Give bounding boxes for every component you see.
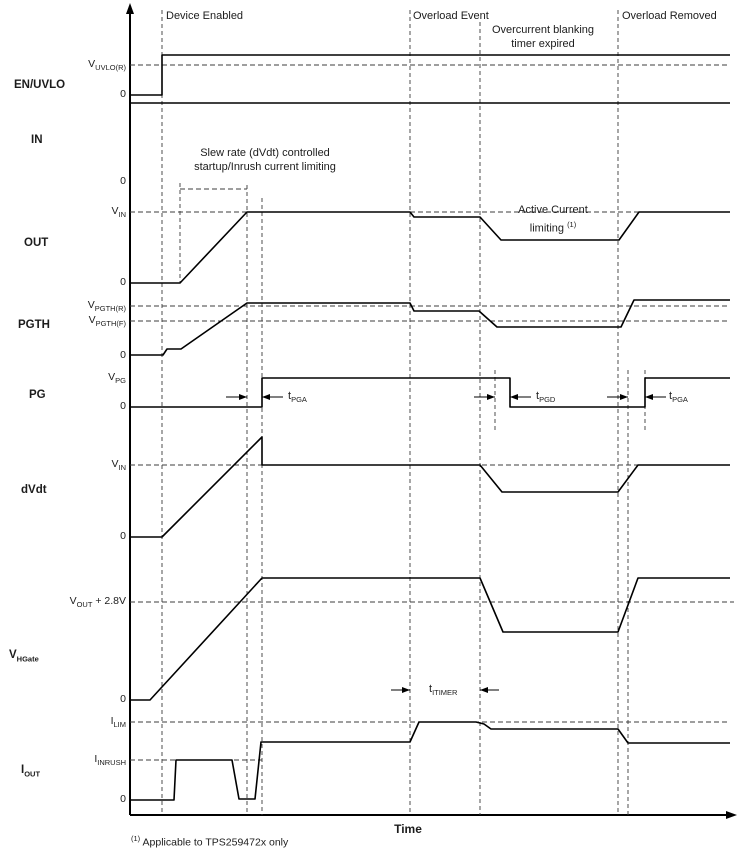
timing-arrowhead-tpgd-left [487, 394, 495, 400]
level-label-pgth-zero: 0 [120, 349, 126, 361]
y-axis-arrowhead [126, 3, 134, 14]
timing-arrowhead-titimer-right [480, 687, 488, 693]
annotation-slew-line1: Slew rate (dVdt) controlled [200, 147, 330, 159]
event-label-device-enabled: Device Enabled [166, 10, 244, 22]
signal-label-vhgate: VHGate [9, 649, 39, 664]
timing-label-tpgd: tPGD [536, 390, 556, 405]
timing-arrowhead-tpga2-right [645, 394, 653, 400]
timing-arrowhead-tpga1-left [239, 394, 247, 400]
level-label-ilim: ILIM [110, 715, 126, 730]
timing-arrowhead-tpga2-left [620, 394, 628, 400]
level-label-out-vin: VIN [111, 205, 126, 220]
footnote: (1) Applicable to TPS259472x only [131, 834, 289, 849]
signal-label-out: OUT [24, 237, 49, 249]
signal-label-en-uvlo: EN/UVLO [14, 79, 66, 91]
time-axis-arrowhead [726, 811, 737, 819]
level-label-dvdt-vin: VIN [111, 458, 126, 473]
event-label-oc-blanking-line1: Overcurrent blanking [491, 24, 595, 36]
event-label-oc-blanking-line2: timer expired [511, 38, 575, 50]
level-label-in-zero: 0 [120, 175, 126, 187]
level-label-iinrush: IINRUSH [94, 753, 126, 768]
level-label-out-zero: 0 [120, 276, 126, 288]
timing-label-tpga-1: tPGA [288, 390, 307, 405]
wave-out [130, 211, 730, 284]
signal-label-iout: IOUT [21, 764, 41, 779]
level-label-vhgate-zero: 0 [120, 693, 126, 705]
annotation-active-current-line1: Active Current [518, 204, 588, 216]
timing-arrowhead-tpga1-right [262, 394, 270, 400]
signal-label-pg: PG [29, 389, 46, 401]
event-label-overload-removed: Overload Removed [622, 10, 717, 22]
timing-label-tpga-2: tPGA [669, 390, 688, 405]
wave-pg [130, 377, 730, 408]
signal-label-dvdt: dVdt [21, 484, 47, 496]
time-axis-label: Time [394, 822, 422, 836]
level-label-pg-zero: 0 [120, 400, 126, 412]
wave-en-uvlo [130, 54, 730, 96]
level-label-dvdt-zero: 0 [120, 530, 126, 542]
level-label-en-zero: 0 [120, 88, 126, 100]
annotation-slew-line2: startup/Inrush current limiting [194, 161, 336, 173]
timing-arrowhead-titimer-left [402, 687, 410, 693]
wave-dvdt [130, 436, 730, 538]
wave-iout [130, 721, 730, 801]
annotation-active-current-line2: limiting (1) [529, 220, 577, 235]
event-label-overload-event: Overload Event [413, 10, 489, 22]
level-label-vout-plus: VOUT + 2.8V [69, 595, 126, 610]
level-label-vpgth-f: VPGTH(F) [88, 314, 126, 329]
level-label-vpg: VPG [108, 371, 126, 386]
level-label-vuvlo-r: VUVLO(R) [88, 58, 126, 73]
level-label-vpgth-r: VPGTH(R) [87, 299, 126, 314]
signal-label-in: IN [31, 134, 43, 146]
wave-pgth [130, 299, 730, 356]
signal-label-pgth: PGTH [18, 319, 50, 331]
timing-label-titimer: tITIMER [429, 683, 458, 698]
timing-arrowhead-tpgd-right [510, 394, 518, 400]
wave-vhgate [130, 577, 730, 701]
level-label-iout-zero: 0 [120, 793, 126, 805]
